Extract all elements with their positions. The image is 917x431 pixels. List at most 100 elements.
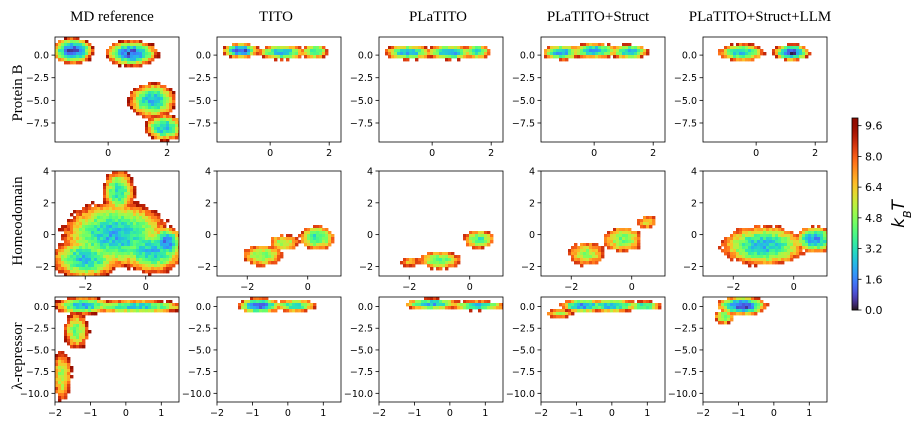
free-energy-heatmap — [400, 231, 494, 271]
y-tick-label: 0.0 — [358, 302, 373, 313]
y-tick-label: −2 — [359, 262, 373, 273]
colorbar-strip — [852, 192, 858, 194]
x-tick-label: −1 — [569, 408, 583, 419]
panel-protein-b-5: 0 2 0.0 −2.5 −5.0 −7.5 — [674, 36, 828, 159]
x-tick-label: 0 — [591, 148, 597, 159]
colorbar-strip — [852, 206, 858, 208]
colorbar-strip — [852, 282, 858, 284]
colorbar-tick-label: 1.6 — [865, 273, 883, 286]
y-tick-label: −10.0 — [344, 389, 373, 400]
colorbar-strip — [852, 211, 858, 213]
colorbar-strip — [852, 286, 858, 288]
y-tick-label: −5.0 — [674, 96, 697, 107]
y-tick-label: −10.0 — [668, 389, 697, 400]
colorbar-strip — [852, 129, 858, 131]
colorbar-strip — [852, 127, 858, 129]
colorbar-strip — [852, 156, 858, 158]
colorbar-strip — [852, 250, 858, 252]
y-tick-label: 4 — [691, 167, 697, 178]
colorbar-strip — [852, 279, 858, 281]
colorbar-strip — [852, 189, 858, 191]
y-tick-label: 0 — [691, 230, 697, 241]
y-tick-label: −2.5 — [350, 324, 373, 335]
free-energy-heatmap — [406, 297, 503, 313]
colorbar-strip — [852, 188, 858, 190]
colorbar-strip — [852, 165, 858, 167]
colorbar-strip — [852, 217, 858, 219]
colorbar-strip — [852, 223, 858, 225]
colorbar-tick-label: 0.0 — [865, 304, 883, 317]
free-energy-heatmap — [718, 225, 827, 268]
colorbar-strip — [852, 187, 858, 189]
y-tick-label: 2 — [43, 198, 49, 209]
x-tick-label: −1 — [245, 408, 259, 419]
colorbar-strip — [852, 220, 858, 222]
colorbar-strip — [852, 228, 858, 230]
panel-repressor-4: −2 −1 0 1 0.0 −2.5 −5.0 −7.5 −10.0 — [506, 296, 666, 419]
colorbar-strip — [852, 275, 858, 277]
colorbar-strip — [852, 240, 858, 242]
x-tick-label: 0 — [609, 408, 615, 419]
free-energy-heatmap — [55, 37, 179, 142]
colorbar-strip — [852, 294, 858, 296]
free-energy-heatmap — [568, 216, 656, 268]
colorbar-strip — [852, 210, 858, 212]
colorbar-strip — [852, 244, 858, 246]
colorbar-strip — [852, 200, 858, 202]
x-tick-label: 0 — [123, 408, 129, 419]
colorbar-strip — [852, 183, 858, 185]
colorbar-strip — [852, 131, 858, 133]
free-energy-heatmap — [715, 297, 770, 325]
colorbar-strip — [852, 193, 858, 195]
y-tick-label: −2.5 — [674, 324, 697, 335]
colorbar-strip — [852, 150, 858, 152]
y-tick-label: −2.5 — [512, 73, 535, 84]
axes-frame — [378, 36, 504, 143]
y-tick-label: −2 — [521, 262, 535, 273]
colorbar-strip — [852, 140, 858, 142]
colorbar-strip — [852, 146, 858, 148]
free-energy-heatmap — [238, 297, 317, 313]
colorbar-strip — [852, 277, 858, 279]
x-tick-label: −2 — [240, 282, 254, 293]
colorbar-strip — [852, 297, 858, 299]
axes-frame — [54, 296, 180, 403]
y-tick-label: 0.0 — [682, 302, 697, 313]
colorbar-strip — [852, 176, 858, 178]
colorbar-strip — [852, 173, 858, 175]
free-energy-heatmap — [244, 225, 335, 268]
x-tick-label: −2 — [372, 408, 386, 419]
colorbar-strip — [852, 142, 858, 144]
colorbar-strip — [852, 255, 858, 257]
colorbar-strip — [852, 233, 858, 235]
colorbar-strip — [852, 201, 858, 203]
x-tick-label: 0 — [753, 148, 759, 159]
colorbar-strip — [852, 300, 858, 302]
x-tick-label: −2 — [564, 282, 578, 293]
colorbar-strip — [852, 171, 858, 173]
colorbar-strip — [852, 218, 858, 220]
colorbar-strip — [852, 265, 858, 267]
colorbar-strip — [852, 287, 858, 289]
y-tick-label: 4 — [529, 167, 535, 178]
x-tick-label: −1 — [407, 408, 421, 419]
y-tick-label: −5.0 — [512, 345, 535, 356]
y-tick-label: −2 — [35, 262, 49, 273]
colorbar-strip — [852, 257, 858, 259]
colorbar-strip — [852, 145, 858, 147]
panel-homeodomain-4: −2 0 4 2 0 −2 — [521, 167, 666, 293]
colorbar-strip — [852, 125, 858, 127]
x-tick-label: 0 — [791, 282, 797, 293]
colorbar-strip — [852, 172, 858, 174]
x-tick-label: −2 — [48, 408, 62, 419]
colorbar-strip — [852, 194, 858, 196]
colorbar-strip — [852, 124, 858, 126]
colorbar-strip — [852, 141, 858, 143]
x-tick-label: 0 — [629, 282, 635, 293]
colorbar-strip — [852, 259, 858, 261]
colorbar-strip — [852, 203, 858, 205]
free-energy-heatmap — [544, 43, 650, 62]
colorbar-strip — [852, 227, 858, 229]
y-tick-label: −7.5 — [26, 367, 49, 378]
axes-frame — [54, 170, 180, 277]
